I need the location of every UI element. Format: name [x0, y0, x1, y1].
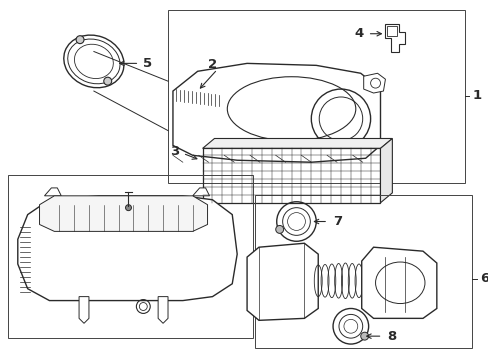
- Bar: [254, 195, 471, 348]
- Circle shape: [103, 77, 111, 85]
- Circle shape: [125, 205, 131, 211]
- Polygon shape: [44, 188, 61, 196]
- Text: 3: 3: [169, 145, 179, 158]
- Bar: [386, 26, 396, 36]
- Circle shape: [275, 225, 283, 233]
- Bar: [8, 175, 252, 338]
- Text: 8: 8: [386, 330, 396, 343]
- Circle shape: [76, 36, 84, 44]
- Circle shape: [360, 332, 368, 340]
- Bar: [168, 10, 464, 183]
- Polygon shape: [361, 247, 436, 318]
- Polygon shape: [79, 297, 89, 323]
- Bar: [202, 148, 380, 203]
- Text: 5: 5: [143, 57, 152, 70]
- Polygon shape: [173, 63, 380, 162]
- Polygon shape: [385, 24, 405, 51]
- Polygon shape: [363, 73, 385, 93]
- Polygon shape: [380, 139, 391, 203]
- Text: 6: 6: [479, 272, 488, 285]
- Text: 4: 4: [354, 27, 363, 40]
- Polygon shape: [40, 196, 207, 231]
- Polygon shape: [202, 139, 391, 148]
- Text: 7: 7: [332, 215, 342, 228]
- Polygon shape: [192, 188, 209, 196]
- Polygon shape: [18, 196, 237, 301]
- Text: 1: 1: [471, 90, 481, 103]
- Polygon shape: [246, 243, 318, 320]
- Text: 2: 2: [207, 58, 217, 71]
- Polygon shape: [158, 297, 168, 323]
